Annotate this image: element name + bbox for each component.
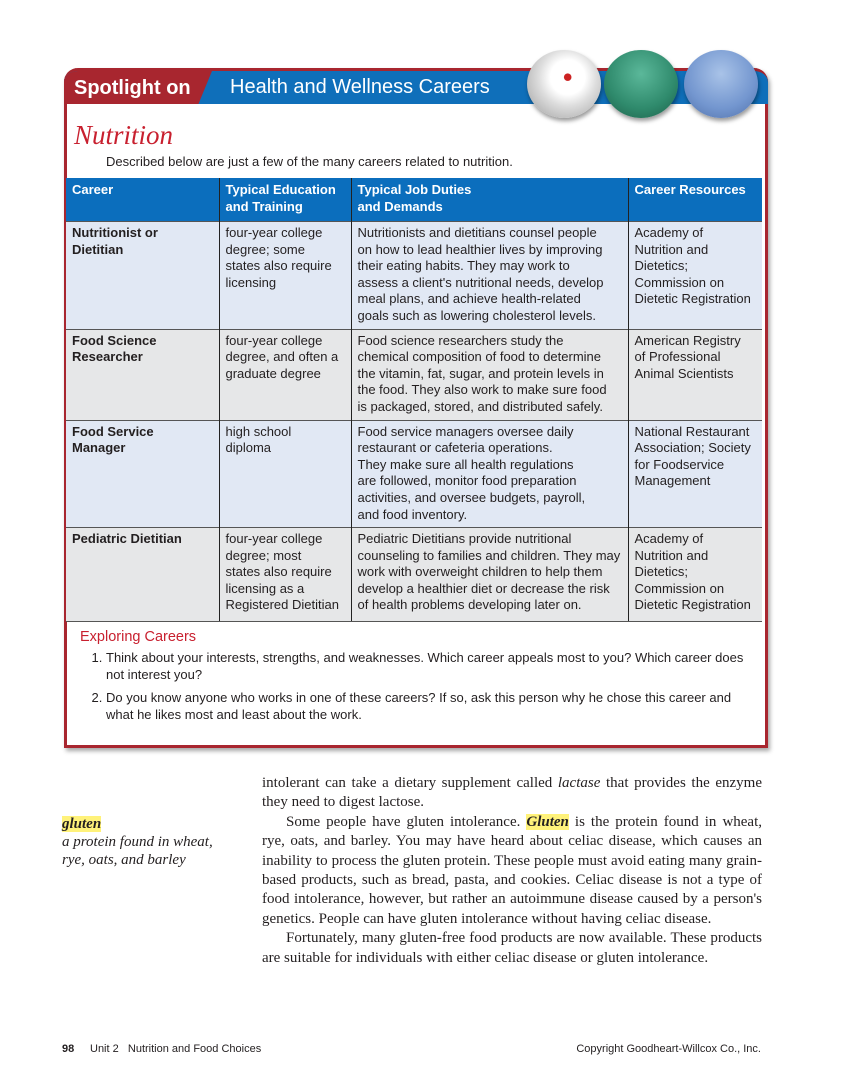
copyright: Copyright Goodheart-Willcox Co., Inc.: [576, 1043, 761, 1055]
body-text: intolerant can take a dietary supplement…: [262, 774, 762, 968]
glossary-definition: a protein found in wheat, rye, oats, and…: [62, 834, 213, 868]
table-header-row: Career Typical Education and Training Ty…: [66, 178, 762, 222]
margin-glossary-note: gluten a protein found in wheat, rye, oa…: [62, 815, 232, 869]
table-row: Food Science Researcher four-year colleg…: [66, 328, 762, 421]
column-header: Career: [66, 178, 219, 222]
section-intro: Described below are just a few of the ma…: [106, 154, 513, 169]
career-cell: Pediatric Dietitian: [66, 527, 219, 623]
text-run: is the protein found in wheat, rye, oats…: [262, 813, 763, 927]
duties-cell: Food science researchers study the chemi…: [350, 328, 628, 421]
duties-cell: Pediatric Dietitians provide nutritional…: [350, 527, 628, 623]
highlighted-term: Gluten: [526, 813, 569, 830]
unit-label: Unit 2 Nutrition and Food Choices: [90, 1043, 262, 1055]
resources-cell: American Registry of Professional Animal…: [627, 328, 762, 421]
doctor-coat-photo: [527, 50, 601, 118]
text-run: intolerant can take a dietary supplement…: [262, 775, 558, 791]
table-row: Pediatric Dietitian four-year college de…: [66, 527, 762, 623]
resources-cell: Academy of Nutrition and Dietetics; Comm…: [627, 221, 762, 330]
resources-cell: Academy of Nutrition and Dietetics; Comm…: [627, 527, 762, 623]
resources-cell: National Restaurant Association; Society…: [627, 419, 762, 528]
table-row: Nutritionist or Dietitian four-year coll…: [66, 221, 762, 330]
career-cell: Nutritionist or Dietitian: [66, 221, 219, 330]
duties-cell: Nutritionists and dietitians counsel peo…: [350, 221, 628, 330]
text-run: Some people have gluten intolerance.: [286, 813, 527, 830]
feature-title: Health and Wellness Careers: [230, 76, 490, 98]
education-cell: four-year college degree; most states al…: [218, 527, 351, 623]
paragraph: Fortunately, many gluten-free food produ…: [262, 930, 762, 966]
exploring-careers-heading: Exploring Careers: [80, 629, 197, 645]
careers-table: Career Typical Education and Training Ty…: [66, 178, 762, 623]
career-cell: Food Science Researcher: [66, 328, 219, 421]
spotlight-tab: Spotlight on: [64, 71, 212, 104]
glossary-term: gluten: [62, 816, 102, 832]
text-run: that provides the enzyme they need to di…: [262, 775, 762, 811]
surgeon-scrubs-photo: [604, 50, 678, 118]
career-cell: Food Service Manager: [66, 419, 219, 528]
spotlight-label: Spotlight on: [74, 77, 191, 99]
section-title: Nutrition: [74, 120, 174, 150]
blue-scrubs-photo: [684, 50, 758, 118]
education-cell: four-year college degree, and often a gr…: [218, 328, 351, 421]
page-number: 98: [62, 1043, 75, 1055]
column-header: Career Resources: [627, 178, 762, 222]
education-cell: high school diploma: [218, 419, 351, 528]
italic-term: lactase: [557, 775, 601, 791]
question-item: Do you know anyone who works in one of t…: [106, 689, 746, 723]
education-cell: four-year college degree; some states al…: [218, 221, 351, 330]
exploring-careers-list: Think about your interests, strengths, a…: [78, 649, 746, 729]
column-header: Typical Job Duties and Demands: [350, 178, 628, 222]
table-row: Food Service Manager high school diploma…: [66, 419, 762, 528]
paragraph: intolerant can take a dietary supplement…: [262, 774, 762, 813]
paragraph: Some people have gluten intolerance. Glu…: [262, 813, 762, 929]
question-item: Think about your interests, strengths, a…: [106, 649, 746, 683]
column-header: Typical Education and Training: [218, 178, 351, 222]
duties-cell: Food service managers oversee daily rest…: [350, 419, 628, 528]
